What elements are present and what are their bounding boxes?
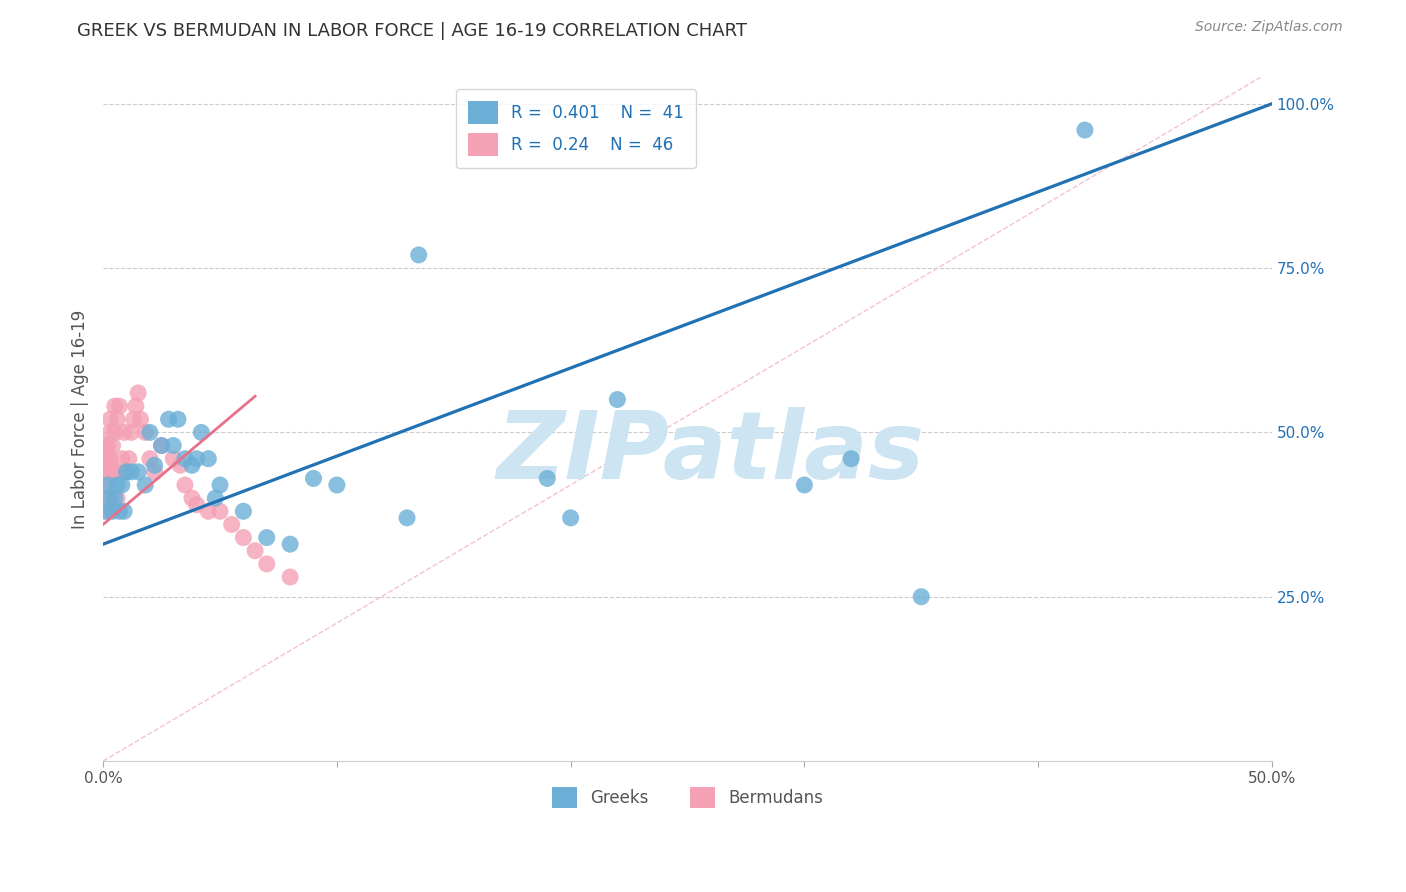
Point [108, 399, 131, 413]
Point [134, 478, 156, 492]
Point [139, 451, 162, 466]
Point [1074, 123, 1097, 137]
Text: ZIPatlas: ZIPatlas [496, 408, 925, 500]
Point [118, 451, 141, 466]
Point [910, 590, 932, 604]
Point [190, 425, 212, 440]
Point [129, 412, 152, 426]
Point [105, 491, 128, 505]
Point [408, 248, 430, 262]
Point [169, 458, 191, 473]
Point [536, 471, 558, 485]
Point [98, 451, 121, 466]
Point [127, 386, 149, 401]
Point [104, 399, 127, 413]
Point [101, 438, 124, 452]
Point [302, 471, 325, 485]
Point [98, 465, 121, 479]
Point [395, 511, 418, 525]
Point [167, 412, 190, 426]
Point [112, 425, 135, 440]
Point [101, 504, 124, 518]
Point [606, 392, 628, 407]
Point [204, 491, 226, 505]
Point [157, 412, 180, 426]
Point [125, 399, 148, 413]
Point [94, 478, 117, 492]
Point [94, 504, 117, 518]
Point [186, 451, 208, 466]
Point [120, 425, 142, 440]
Point [98, 425, 121, 440]
Point [98, 412, 121, 426]
Point [94, 465, 117, 479]
Point [111, 478, 134, 492]
Point [94, 451, 117, 466]
Point [104, 465, 127, 479]
Point [94, 491, 117, 505]
Point [560, 511, 582, 525]
Point [150, 438, 173, 452]
Point [112, 504, 135, 518]
Text: GREEK VS BERMUDAN IN LABOR FORCE | AGE 16-19 CORRELATION CHART: GREEK VS BERMUDAN IN LABOR FORCE | AGE 1… [77, 22, 748, 40]
Point [120, 465, 142, 479]
Point [105, 478, 128, 492]
Point [108, 504, 131, 518]
Point [326, 478, 349, 492]
Point [97, 438, 120, 452]
Y-axis label: In Labor Force | Age 16-19: In Labor Force | Age 16-19 [72, 310, 89, 529]
Text: Source: ZipAtlas.com: Source: ZipAtlas.com [1195, 20, 1343, 34]
Point [94, 438, 117, 452]
Point [174, 478, 197, 492]
Point [232, 531, 254, 545]
Point [232, 504, 254, 518]
Point [208, 478, 231, 492]
Point [97, 504, 120, 518]
Point [104, 425, 127, 440]
Point [162, 438, 184, 452]
Point [139, 425, 162, 440]
Point [278, 537, 301, 551]
Point [115, 465, 138, 479]
Point [181, 458, 204, 473]
Point [97, 465, 120, 479]
Point [115, 465, 138, 479]
Point [97, 451, 120, 466]
Point [105, 412, 128, 426]
Point [278, 570, 301, 584]
Point [174, 451, 197, 466]
Point [122, 412, 145, 426]
Point [150, 438, 173, 452]
Point [162, 451, 184, 466]
Point [143, 458, 166, 473]
Legend: Greeks, Bermudans: Greeks, Bermudans [546, 780, 830, 814]
Point [186, 498, 208, 512]
Point [127, 465, 149, 479]
Point [181, 491, 204, 505]
Point [104, 491, 127, 505]
Point [134, 425, 156, 440]
Point [243, 543, 266, 558]
Point [793, 478, 815, 492]
Point [839, 451, 862, 466]
Point [208, 504, 231, 518]
Point [256, 531, 278, 545]
Point [197, 504, 219, 518]
Point [97, 478, 120, 492]
Point [197, 451, 219, 466]
Point [111, 451, 134, 466]
Point [101, 465, 124, 479]
Point [98, 491, 121, 505]
Point [256, 557, 278, 571]
Point [221, 517, 243, 532]
Point [143, 465, 166, 479]
